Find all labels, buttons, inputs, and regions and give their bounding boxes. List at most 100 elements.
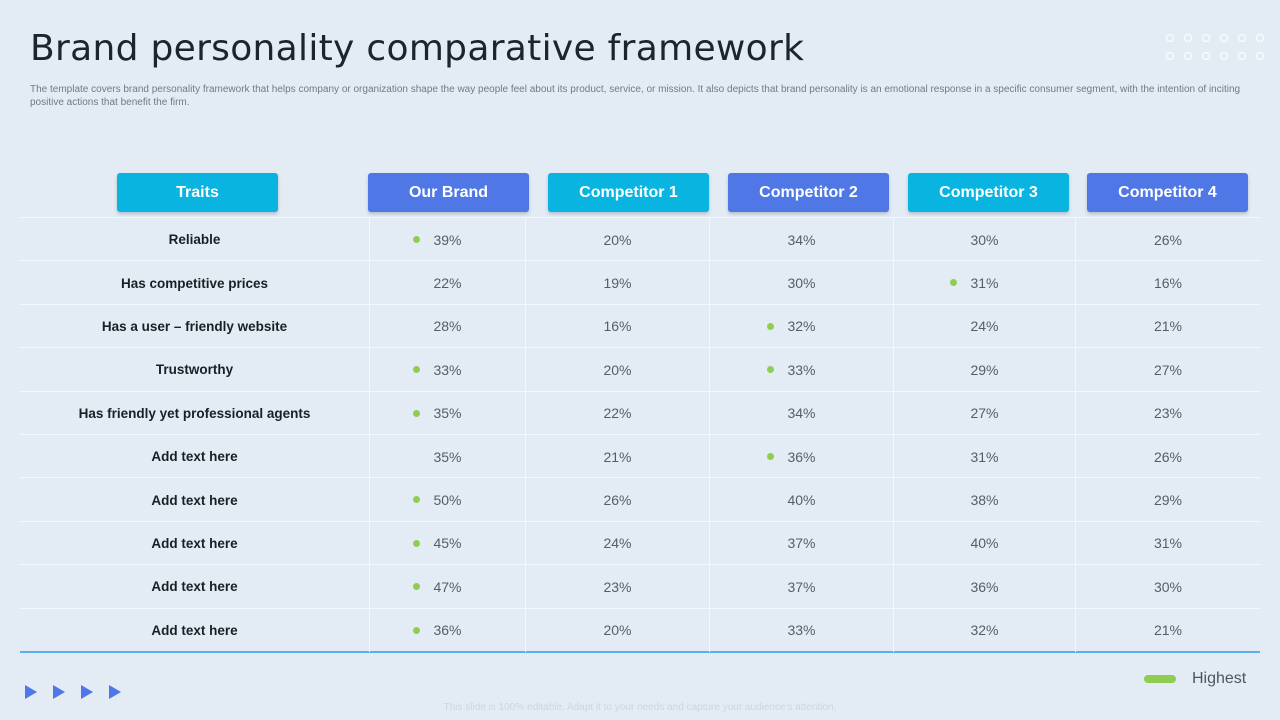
value-cell: 24% bbox=[526, 521, 710, 566]
value-cell: 36% bbox=[894, 565, 1076, 609]
value-cell: 24% bbox=[894, 304, 1076, 349]
value-text: 27% bbox=[1153, 361, 1183, 378]
play-arrow-icon bbox=[81, 685, 93, 699]
value-cell: 16% bbox=[1076, 261, 1260, 304]
value-cell: 37% bbox=[710, 565, 894, 609]
value-cell: 23% bbox=[526, 565, 710, 609]
table-header-row: Traits Our Brand Competitor 1 Competitor 2 C… bbox=[0, 173, 1280, 212]
value-text: 30% bbox=[787, 275, 816, 292]
highest-marker-dot bbox=[767, 366, 774, 374]
play-arrow-icon bbox=[109, 685, 121, 699]
trait-cell: Has friendly yet professional agents bbox=[20, 391, 370, 435]
value-cell: 31% bbox=[1076, 522, 1260, 565]
value-cell: 30% bbox=[710, 261, 894, 305]
trait-cell: Add text here bbox=[20, 435, 370, 479]
highest-marker-dot bbox=[413, 626, 420, 634]
value-text: 21% bbox=[1153, 622, 1183, 639]
value-cell: 20% bbox=[526, 218, 710, 262]
value-cell: 40% bbox=[894, 521, 1076, 566]
highest-marker-dot bbox=[767, 322, 774, 330]
comparison-table: Reliable 39% 20% 34% 30% 26% Has competitive p… bbox=[20, 217, 1260, 653]
value-text: 31% bbox=[970, 275, 999, 292]
value-text: 20% bbox=[603, 361, 632, 378]
table-row: Add text here 45% 24% 37% 40% 31% bbox=[20, 520, 1260, 566]
header-competitor-3: Competitor 3 bbox=[908, 173, 1069, 212]
value-cell: 37% bbox=[710, 521, 894, 566]
highest-marker-dot bbox=[950, 279, 957, 287]
value-cell: 20% bbox=[526, 608, 710, 652]
value-text: 50% bbox=[433, 492, 462, 509]
legend: Highest bbox=[1144, 670, 1246, 688]
value-cell: 45% bbox=[370, 521, 526, 566]
value-text: 16% bbox=[1153, 275, 1183, 292]
slide-title: Brand personality comparative framework bbox=[30, 28, 805, 69]
value-text: 23% bbox=[1153, 405, 1183, 422]
value-text: 23% bbox=[603, 578, 632, 595]
value-cell: 32% bbox=[710, 304, 894, 349]
value-text: 45% bbox=[433, 535, 462, 552]
trait-cell: Has a user – friendly website bbox=[20, 304, 370, 349]
trait-cell: Has competitive prices bbox=[20, 261, 370, 305]
trait-cell: Add text here bbox=[20, 565, 370, 609]
value-cell: 26% bbox=[1076, 218, 1260, 261]
value-text: 36% bbox=[787, 448, 816, 465]
table-row: Add text here 35% 21% 36% 31% 26% bbox=[20, 434, 1260, 479]
value-cell: 36% bbox=[710, 435, 894, 479]
highest-marker-dot bbox=[413, 539, 420, 547]
play-arrow-icon bbox=[53, 685, 65, 699]
value-cell: 22% bbox=[370, 261, 526, 305]
highest-marker-dot bbox=[413, 366, 420, 374]
table-row: Has friendly yet professional agents 35% 2… bbox=[20, 390, 1260, 435]
navigation-arrows bbox=[25, 685, 137, 699]
value-text: 32% bbox=[787, 318, 816, 335]
value-cell: 30% bbox=[894, 218, 1076, 262]
value-cell: 30% bbox=[1076, 565, 1260, 608]
value-text: 35% bbox=[433, 405, 462, 422]
value-cell: 19% bbox=[526, 261, 710, 305]
value-text: 33% bbox=[787, 361, 816, 378]
value-cell: 47% bbox=[370, 565, 526, 609]
value-text: 26% bbox=[1153, 448, 1183, 465]
value-cell: 40% bbox=[710, 478, 894, 522]
value-cell: 28% bbox=[370, 304, 526, 349]
value-cell: 39% bbox=[370, 218, 526, 262]
value-cell: 29% bbox=[894, 348, 1076, 392]
value-text: 24% bbox=[970, 318, 999, 335]
header-competitor-2: Competitor 2 bbox=[728, 173, 889, 212]
value-text: 20% bbox=[603, 622, 632, 639]
value-text: 33% bbox=[433, 361, 462, 378]
value-text: 21% bbox=[603, 448, 632, 465]
value-cell: 33% bbox=[710, 608, 894, 652]
value-cell: 50% bbox=[370, 478, 526, 522]
value-text: 37% bbox=[787, 535, 816, 552]
value-text: 22% bbox=[603, 405, 632, 422]
header-competitor-4: Competitor 4 bbox=[1087, 173, 1248, 212]
value-text: 32% bbox=[970, 622, 999, 639]
value-cell: 35% bbox=[370, 435, 526, 479]
table-row: Add text here 47% 23% 37% 36% 30% bbox=[20, 564, 1260, 609]
table-row: Has competitive prices 22% 19% 30% 31% 16% bbox=[20, 260, 1260, 305]
slide-subtitle: The template covers brand personality fr… bbox=[30, 84, 1241, 108]
value-text: 38% bbox=[970, 492, 999, 509]
trait-cell: Add text here bbox=[20, 521, 370, 566]
value-text: 21% bbox=[1153, 318, 1183, 335]
value-cell: 26% bbox=[1076, 435, 1260, 478]
header-our-brand: Our Brand bbox=[368, 173, 529, 212]
value-text: 34% bbox=[787, 405, 816, 422]
value-cell: 38% bbox=[894, 478, 1076, 522]
legend-swatch-highest bbox=[1144, 675, 1176, 683]
value-text: 35% bbox=[433, 448, 462, 465]
value-text: 22% bbox=[433, 275, 462, 292]
value-cell: 31% bbox=[894, 261, 1076, 305]
value-text: 26% bbox=[603, 492, 632, 509]
table-row: Add text here 36% 20% 33% 32% 21% bbox=[20, 607, 1260, 652]
trait-cell: Trustworthy bbox=[20, 348, 370, 392]
header-traits: Traits bbox=[117, 173, 278, 212]
value-text: 30% bbox=[970, 231, 999, 248]
value-cell: 26% bbox=[526, 478, 710, 522]
header-competitor-1: Competitor 1 bbox=[548, 173, 709, 212]
value-text: 26% bbox=[1153, 231, 1183, 248]
value-cell: 35% bbox=[370, 391, 526, 435]
table-row: Add text here 50% 26% 40% 38% 29% bbox=[20, 477, 1260, 522]
value-cell: 20% bbox=[526, 348, 710, 392]
